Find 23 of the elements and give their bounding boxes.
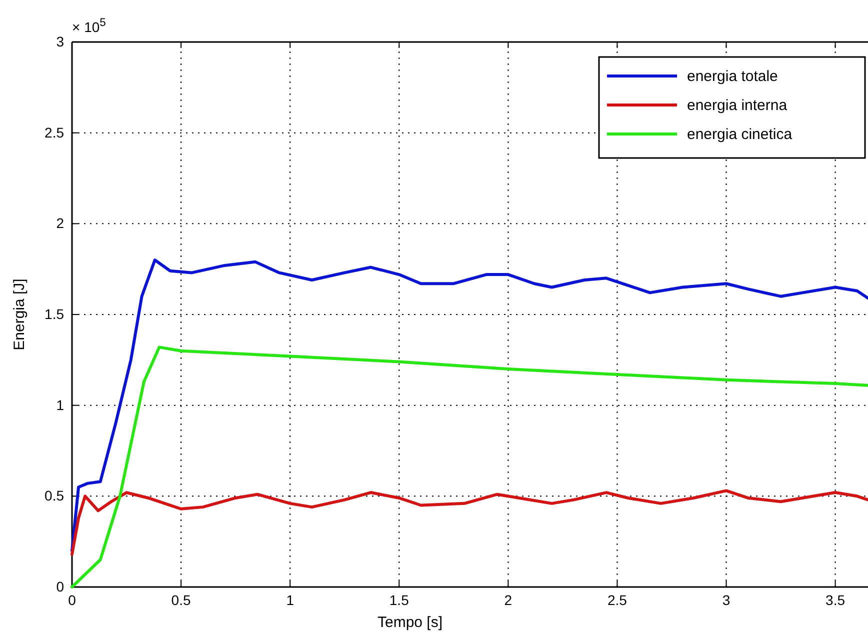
x-tick-label: 3 [722,592,730,608]
y-tick-label: 1.5 [44,306,64,322]
y-tick-label: 3 [56,33,64,50]
y-tick-label: 1 [56,396,64,413]
line-series [70,489,868,556]
legend-label: energia totale [687,68,778,85]
y-axis-title: Energia [J] [11,278,28,350]
y-tick-label: 2 [56,215,64,232]
y-tick-label: 0.5 [44,488,64,504]
y-tick-label: 0 [56,578,64,594]
x-axis-title: Tempo [s] [377,614,443,631]
x-tick-label: 1 [286,592,294,608]
y-tick-label: 2.5 [44,124,64,140]
x-tick-label: 0.5 [171,592,191,608]
text: × 10$^{5}$ [72,17,106,35]
legend-label: energia interna [687,97,788,114]
legend-label: energia cinetica [687,126,793,143]
x-tick-label: 0 [68,592,76,608]
x-tick-label: 2 [504,592,512,608]
x-tick-label: 2.5 [607,592,628,608]
line-series [70,258,868,552]
x-tick-label: 3.5 [826,592,846,608]
x-tick-label: 1.5 [389,592,410,608]
